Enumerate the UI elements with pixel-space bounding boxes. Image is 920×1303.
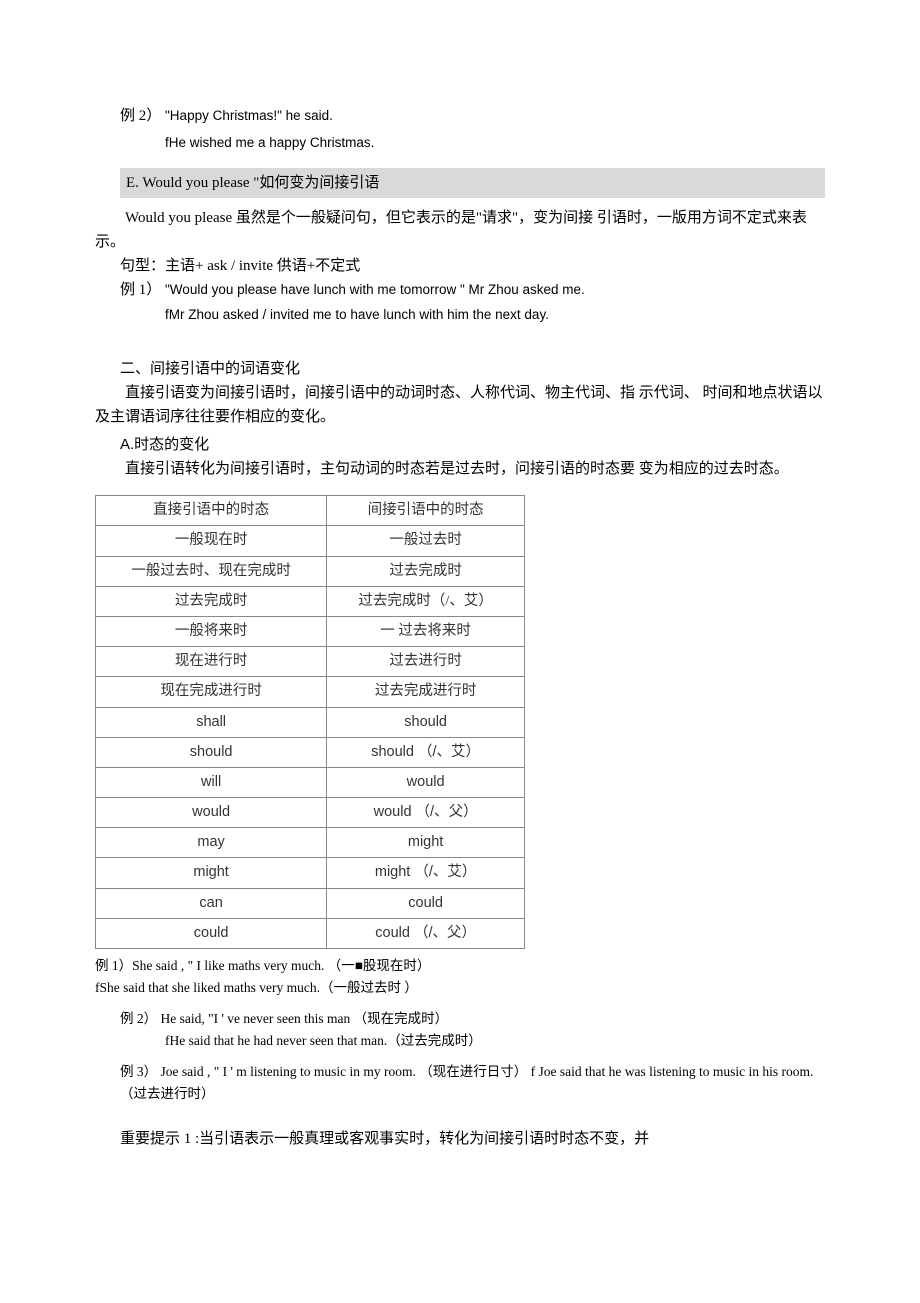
- section-e-p1: Would you please 虽然是个一般疑问句，但它表示的是"请求"，变为…: [95, 206, 825, 254]
- sec2-title: 二、间接引语中的词语变化: [120, 357, 825, 381]
- table-row: couldcould （/、父）: [96, 918, 525, 948]
- example-2: 例 2） "Happy Christmas!" he said.: [120, 104, 825, 128]
- table-cell: should: [327, 707, 525, 737]
- table-row: shallshould: [96, 707, 525, 737]
- table-row: 现在进行时过去进行时: [96, 647, 525, 677]
- table-cell: will: [96, 767, 327, 797]
- table-cell: 一般过去时: [327, 526, 525, 556]
- table-cell: should （/、艾）: [327, 737, 525, 767]
- table-row: 直接引语中的时态间接引语中的时态: [96, 496, 525, 526]
- sec2-a-p: 直接引语转化为间接引语时，主句动词的时态若是过去时，问接引语的时态要 变为相应的…: [95, 457, 825, 481]
- table-cell: should: [96, 737, 327, 767]
- table-cell: 间接引语中的时态: [327, 496, 525, 526]
- section-e-p2: 句型：主语+ ask / invite 供语+不定式: [120, 254, 825, 278]
- section-e-header: E. Would you please "如何变为间接引语: [120, 168, 825, 198]
- table-row: 一般现在时一般过去时: [96, 526, 525, 556]
- table-cell: 一般现在时: [96, 526, 327, 556]
- t-ex2: 例 2） He said, "I ' ve never seen this ma…: [120, 1008, 825, 1030]
- ex2-text: "Happy Christmas!" he said.: [165, 108, 333, 123]
- table-cell: 直接引语中的时态: [96, 496, 327, 526]
- e-ex1-label: 例 1）: [120, 282, 161, 298]
- table-row: 现在完成进行时过去完成进行时: [96, 677, 525, 707]
- example-2-sub: fHe wished me a happy Christmas.: [165, 132, 825, 154]
- t-ex2-sub: fHe said that he had never seen that man…: [165, 1030, 825, 1052]
- table-cell: 过去完成时（/、艾）: [327, 586, 525, 616]
- table-cell: 过去进行时: [327, 647, 525, 677]
- table-row: willwould: [96, 767, 525, 797]
- section-e-ex1: 例 1） "Would you please have lunch with m…: [120, 278, 825, 302]
- t-ex1-sub: fShe said that she liked maths very much…: [95, 977, 825, 999]
- table-cell: would: [327, 767, 525, 797]
- table-cell: 现在进行时: [96, 647, 327, 677]
- table-cell: could: [96, 918, 327, 948]
- table-row: wouldwould （/、父）: [96, 798, 525, 828]
- table-cell: might: [96, 858, 327, 888]
- table-cell: might: [327, 828, 525, 858]
- tense-table: 直接引语中的时态间接引语中的时态一般现在时一般过去时一般过去时、现在完成时过去完…: [95, 495, 525, 949]
- table-cell: could: [327, 888, 525, 918]
- tense-tbody: 直接引语中的时态间接引语中的时态一般现在时一般过去时一般过去时、现在完成时过去完…: [96, 496, 525, 949]
- table-row: cancould: [96, 888, 525, 918]
- table-row: shouldshould （/、艾）: [96, 737, 525, 767]
- table-cell: can: [96, 888, 327, 918]
- table-cell: may: [96, 828, 327, 858]
- t-ex3: 例 3） Joe said , " I ' m listening to mus…: [120, 1061, 825, 1104]
- tip1: 重要提示 1 :当引语表示一般真理或客观事实时，转化为间接引语时时态不变，并: [120, 1127, 825, 1151]
- table-cell: would: [96, 798, 327, 828]
- table-cell: 一 过去将来时: [327, 616, 525, 646]
- table-cell: 过去完成时: [96, 586, 327, 616]
- table-cell: 现在完成进行时: [96, 677, 327, 707]
- table-cell: 一般过去时、现在完成时: [96, 556, 327, 586]
- table-row: 一般将来时一 过去将来时: [96, 616, 525, 646]
- table-cell: 过去完成时: [327, 556, 525, 586]
- table-row: mightmight （/、艾）: [96, 858, 525, 888]
- table-cell: could （/、父）: [327, 918, 525, 948]
- table-row: 一般过去时、现在完成时过去完成时: [96, 556, 525, 586]
- table-cell: 过去完成进行时: [327, 677, 525, 707]
- table-row: 过去完成时过去完成时（/、艾）: [96, 586, 525, 616]
- sec2-a: A.时态的变化: [120, 433, 825, 457]
- t-ex1: 例 1）She said , " I like maths very much.…: [95, 955, 825, 977]
- section-e-ex1-sub: fMr Zhou asked / invited me to have lunc…: [165, 304, 825, 326]
- ex2-label: 例 2）: [120, 108, 161, 124]
- table-row: maymight: [96, 828, 525, 858]
- table-cell: might （/、艾）: [327, 858, 525, 888]
- table-cell: shall: [96, 707, 327, 737]
- table-cell: 一般将来时: [96, 616, 327, 646]
- table-cell: would （/、父）: [327, 798, 525, 828]
- e-ex1-text: "Would you please have lunch with me tom…: [165, 282, 585, 297]
- sec2-p1: 直接引语变为间接引语时，间接引语中的动词时态、人称代词、物主代词、指 示代词、 …: [95, 381, 825, 429]
